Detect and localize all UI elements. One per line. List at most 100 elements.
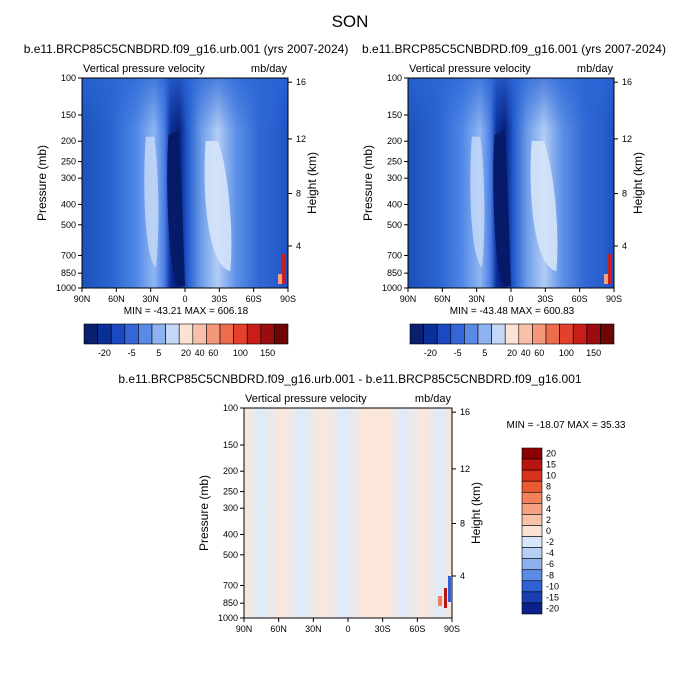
descent-plume-north <box>470 136 485 267</box>
colorbar-swatch <box>436 323 452 345</box>
y-tick-label: 150 <box>61 110 76 120</box>
colorbar-swatch <box>138 323 153 345</box>
colorbar-swatch <box>219 323 234 345</box>
y2-tick-label: 4 <box>296 241 301 251</box>
y2-tick-label: 12 <box>296 134 306 144</box>
colorbar-swatch <box>409 323 424 345</box>
colorbar-swatch <box>192 323 207 345</box>
colorbar-swatch <box>491 323 506 345</box>
colorbar-label: -20 <box>98 348 111 358</box>
descent-plume-south <box>204 141 232 272</box>
y-tick-label: 300 <box>61 173 76 183</box>
y2-tick-label: 8 <box>622 189 627 199</box>
colorbar-swatch <box>521 525 543 537</box>
y2-axis-label: Height (km) <box>469 482 483 544</box>
ascent-core <box>167 130 185 286</box>
colorbar-label: 100 <box>233 348 248 358</box>
y-tick-label: 200 <box>61 136 76 146</box>
variable-label: Vertical pressure velocity <box>245 393 367 405</box>
x-tick-label: 0 <box>345 624 350 634</box>
colorbar-label: 100 <box>559 348 574 358</box>
y-axis-label: Pressure (mb) <box>35 145 49 221</box>
panel-3: b.e11.BRCP85C5CNBDRD.f09_g16.urb.001 - b… <box>118 372 625 634</box>
colorbar-swatch <box>521 602 543 615</box>
polar-negative-edge <box>448 576 451 602</box>
colorbar-label: -20 <box>546 603 559 613</box>
colorbar-label: 6 <box>546 493 551 503</box>
colorbar-swatch <box>151 323 166 345</box>
y2-tick-label: 8 <box>460 519 465 529</box>
panel-title: b.e11.BRCP85C5CNBDRD.f09_g16.urb.001 (yr… <box>24 42 349 56</box>
y2-tick-label: 12 <box>622 134 632 144</box>
x-tick-label: 30S <box>537 294 553 304</box>
colorbar-label: -20 <box>424 348 437 358</box>
polar-spike-edge <box>278 274 282 284</box>
x-tick-label: 30S <box>375 624 391 634</box>
colorbar-swatch <box>600 323 615 345</box>
colorbar-label: 10 <box>546 471 556 481</box>
y-tick-label: 700 <box>387 250 402 260</box>
colorbar-swatch <box>532 323 547 345</box>
x-tick-label: 90S <box>606 294 622 304</box>
y-tick-label: 150 <box>387 110 402 120</box>
x-tick-label: 60S <box>409 624 425 634</box>
colorbar-label: 60 <box>534 348 544 358</box>
colorbar-swatch <box>521 591 543 604</box>
colorbar-swatch <box>521 514 543 526</box>
y-tick-label: 850 <box>387 268 402 278</box>
panel-1: b.e11.BRCP85C5CNBDRD.f09_g16.urb.001 (yr… <box>24 42 349 358</box>
y-tick-label: 500 <box>61 220 76 230</box>
y2-tick-label: 12 <box>460 464 470 474</box>
y-tick-label: 300 <box>387 173 402 183</box>
y2-axis-label: Height (km) <box>631 152 645 214</box>
colorbar-swatch <box>521 458 543 471</box>
colorbar-label: 20 <box>181 348 191 358</box>
colorbar-label: -5 <box>128 348 136 358</box>
colorbar-label: -5 <box>454 348 462 358</box>
y-tick-label: 200 <box>223 466 238 476</box>
polar-spike <box>282 254 286 284</box>
y-tick-label: 1000 <box>56 283 76 293</box>
colorbar-swatch <box>521 480 543 493</box>
min-max-stats: MIN = -43.21 MAX = 606.18 <box>124 306 249 317</box>
polar-spike <box>444 588 447 608</box>
colorbar-label: 40 <box>521 348 531 358</box>
colorbar-swatch <box>521 580 543 593</box>
colorbar-swatch <box>521 469 543 482</box>
x-tick-label: 90S <box>444 624 460 634</box>
y-tick-label: 100 <box>223 403 238 413</box>
colorbar-label: 15 <box>546 460 556 470</box>
colorbar-label: -8 <box>546 570 554 580</box>
colorbar-label: 5 <box>482 348 487 358</box>
x-tick-label: 60N <box>270 624 287 634</box>
y-tick-label: 700 <box>61 250 76 260</box>
variable-label: Vertical pressure velocity <box>409 63 531 75</box>
colorbar-label: 20 <box>546 449 556 459</box>
units-label: mb/day <box>415 393 452 405</box>
colorbar-swatch <box>586 323 601 345</box>
y-tick-label: 250 <box>61 157 76 167</box>
colorbar-swatch <box>518 323 533 345</box>
colorbar-swatch <box>521 536 543 548</box>
y-tick-label: 300 <box>223 503 238 513</box>
min-max-stats: MIN = -18.07 MAX = 35.33 <box>507 420 626 431</box>
colorbar-label: 150 <box>586 348 601 358</box>
polar-spike-edge <box>604 274 608 284</box>
y2-tick-label: 16 <box>460 407 470 417</box>
y-tick-label: 100 <box>61 73 76 83</box>
colorbar-swatch <box>178 323 194 345</box>
x-tick-label: 90S <box>280 294 296 304</box>
colorbar-swatch <box>233 323 248 345</box>
y-tick-label: 150 <box>223 440 238 450</box>
units-label: mb/day <box>577 63 614 75</box>
colorbar-swatch <box>559 323 574 345</box>
contour-field <box>244 408 452 618</box>
colorbar-label: -2 <box>546 537 554 547</box>
panel-2: b.e11.BRCP85C5CNBDRD.f09_g16.001 (yrs 20… <box>361 42 666 358</box>
colorbar-swatch <box>521 547 543 559</box>
colorbar-label: 20 <box>507 348 517 358</box>
y2-tick-label: 16 <box>622 77 632 87</box>
y2-axis-label: Height (km) <box>305 152 319 214</box>
y-tick-label: 500 <box>223 550 238 560</box>
